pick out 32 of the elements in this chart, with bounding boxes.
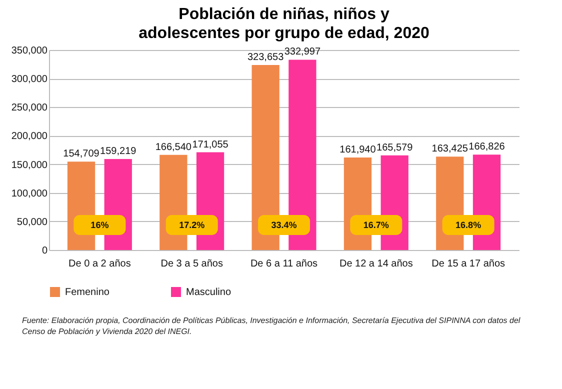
y-tick-label: 100,000 <box>11 188 48 200</box>
annotation: 33.4% <box>271 220 297 230</box>
text: 154,709 <box>63 148 100 160</box>
x-tick-label: De 0 a 2 años <box>68 258 131 270</box>
annotation: 17.2% <box>179 220 205 230</box>
source-note: Fuente: Elaboración propia, Coordinación de Políticas Públicas, Investigación e Información, Secretaría Ejecutiva del SIPINNA con datos del Censo de Población y Vivienda 2020 del INEGI. <box>21 315 522 337</box>
y-tick-label: 300,000 <box>11 74 48 86</box>
annotation: 16.7% <box>363 220 389 230</box>
text: 161,940 <box>340 144 376 156</box>
y-tick-label: 350,000 <box>11 46 48 56</box>
y-tick-label: 200,000 <box>11 131 48 142</box>
x-tick-label: De 12 a 14 años <box>339 258 413 270</box>
annotation: 16.8% <box>456 220 482 230</box>
x-tick-label: De 6 a 11 años <box>250 258 318 270</box>
annotation: 16% <box>90 220 109 230</box>
y-tick-label: 250,000 <box>11 102 48 114</box>
text: 165,579 <box>376 142 413 154</box>
text: 159,219 <box>100 146 136 158</box>
text: 332,997 <box>284 46 321 58</box>
legend-label: Femenino <box>65 287 110 298</box>
y-tick-label: 0 <box>42 246 48 256</box>
text: 171,055 <box>192 139 228 150</box>
x-tick-label: De 3 a 5 años <box>160 258 223 270</box>
text: 166,540 <box>155 142 192 153</box>
chart-title: Población de niñas, niños y adolescentes por grupo de edad, 2020 <box>138 6 430 42</box>
x-tick-label: De 15 a 17 años <box>432 258 506 270</box>
legend-label: Masculino <box>186 287 232 298</box>
text: 323,653 <box>247 52 284 64</box>
text: 166,826 <box>468 142 505 153</box>
y-tick-label: 150,000 <box>11 160 48 171</box>
text: 163,425 <box>432 144 468 155</box>
y-tick-label: 50,000 <box>16 216 48 228</box>
